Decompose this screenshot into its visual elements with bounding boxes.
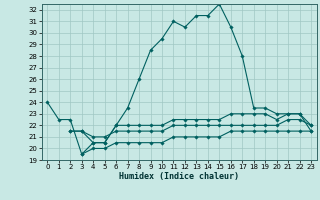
X-axis label: Humidex (Indice chaleur): Humidex (Indice chaleur) — [119, 172, 239, 181]
